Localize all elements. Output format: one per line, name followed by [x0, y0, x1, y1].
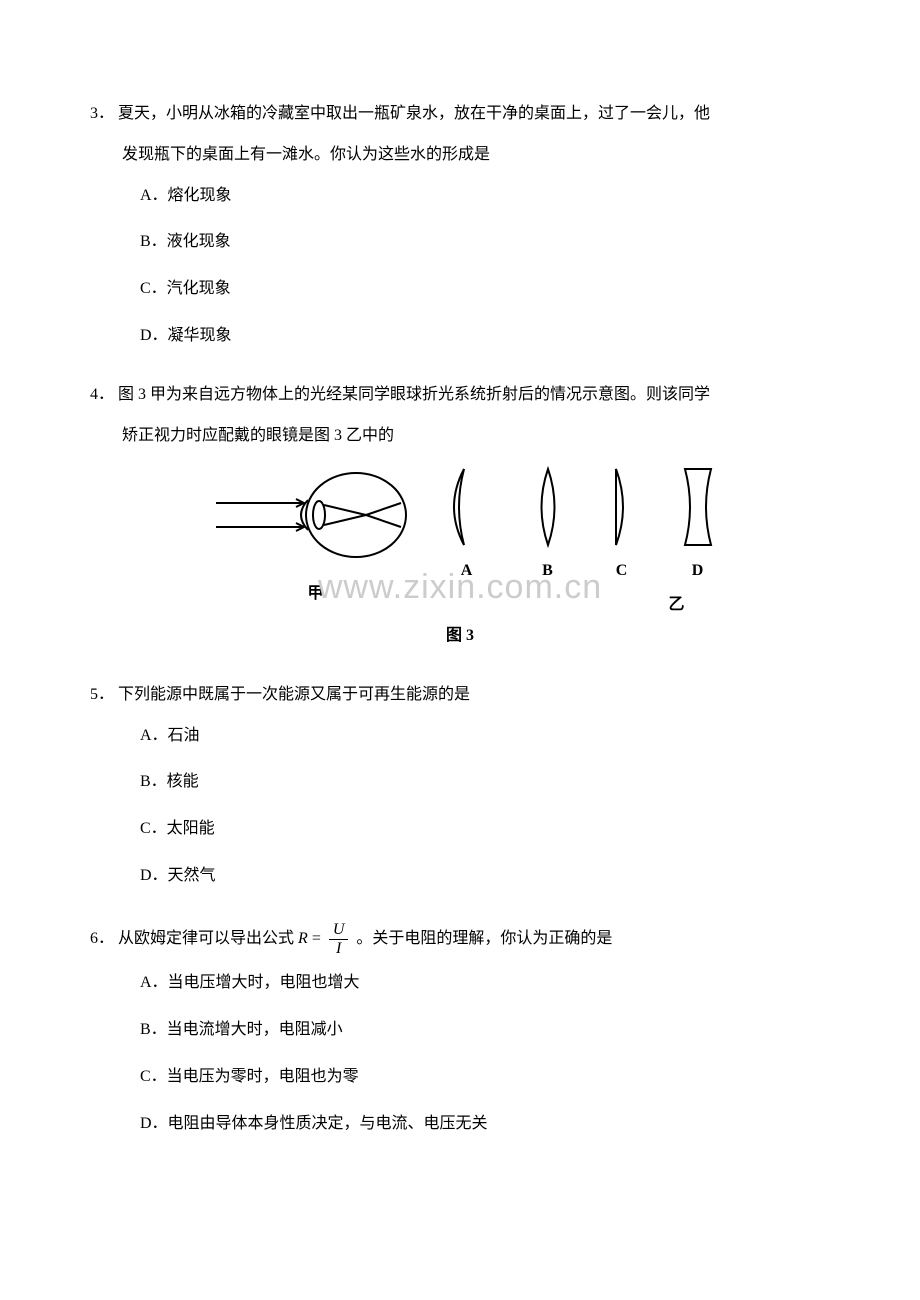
eye-diagram-block: 甲: [206, 465, 426, 609]
lens-c: C: [608, 465, 636, 586]
label-jia: 甲: [307, 580, 323, 609]
q6-option-c: C．当电压为零时，电阻也为零: [140, 1063, 830, 1092]
q6-stem-pre: 从欧姆定律可以导出公式: [118, 930, 294, 947]
q3-option-a: A．熔化现象: [140, 182, 830, 211]
label-yi: 乙: [668, 591, 684, 620]
q5-options: A．石油 B．核能 C．太阳能 D．天然气: [90, 722, 830, 891]
formula-eq: =: [312, 930, 321, 947]
q6-formula: R = U I: [298, 930, 356, 947]
lens-b-icon: [533, 465, 563, 549]
q3-option-c: C．汽化现象: [140, 275, 830, 304]
formula-numerator: U: [329, 921, 349, 940]
q6-stem-post: 。关于电阻的理解，你认为正确的是: [356, 930, 612, 947]
lens-a-icon: [446, 465, 488, 549]
formula-denominator: I: [329, 940, 349, 958]
figure-3-label: 图 3: [90, 622, 830, 651]
question-5: 5． 下列能源中既属于一次能源又属于可再生能源的是 A．石油 B．核能 C．太阳…: [90, 681, 830, 891]
q3-text-line2: 发现瓶下的桌面上有一滩水。你认为这些水的形成是: [90, 141, 830, 170]
q3-text-line1: 夏天，小明从冰箱的冷藏室中取出一瓶矿泉水，放在干净的桌面上，过了一会儿，他: [118, 100, 830, 129]
question-6: 6． 从欧姆定律可以导出公式 R = U I 。关于电阻的理解，你认为正确的是 …: [90, 921, 830, 1139]
lens-a-label: A: [461, 557, 473, 586]
lens-b: B: [533, 465, 563, 586]
lens-options-block: A B: [446, 465, 715, 620]
q5-number: 5．: [90, 681, 114, 710]
q5-option-c: C．太阳能: [140, 815, 830, 844]
question-4: 4． 图 3 甲为来自远方物体上的光经某同学眼球折光系统折射后的情况示意图。则该…: [90, 381, 830, 651]
q4-text-line1: 图 3 甲为来自远方物体上的光经某同学眼球折光系统折射后的情况示意图。则该同学: [118, 381, 830, 410]
q3-option-b: B．液化现象: [140, 228, 830, 257]
lens-b-label: B: [542, 557, 553, 586]
q4-text-line2: 矫正视力时应配戴的眼镜是图 3 乙中的: [90, 422, 830, 451]
formula-lhs: R: [298, 930, 308, 947]
q6-option-a: A．当电压增大时，电阻也增大: [140, 969, 830, 998]
q4-diagram-container: www.zixin.com.cn: [90, 465, 830, 620]
q5-option-d: D．天然气: [140, 862, 830, 891]
q6-option-d: D．电阻由导体本身性质决定，与电流、电压无关: [140, 1110, 830, 1139]
q4-stem: 4． 图 3 甲为来自远方物体上的光经某同学眼球折光系统折射后的情况示意图。则该…: [90, 381, 830, 410]
lens-a: A: [446, 465, 488, 586]
q5-option-b: B．核能: [140, 768, 830, 797]
q3-option-d: D．凝华现象: [140, 322, 830, 351]
lens-row: A B: [446, 465, 715, 586]
q4-number: 4．: [90, 381, 114, 410]
q6-number: 6．: [90, 921, 114, 957]
question-3: 3． 夏天，小明从冰箱的冷藏室中取出一瓶矿泉水，放在干净的桌面上，过了一会儿，他…: [90, 100, 830, 351]
q6-options: A．当电压增大时，电阻也增大 B．当电流增大时，电阻减小 C．当电压为零时，电阻…: [90, 969, 830, 1138]
q5-option-a: A．石油: [140, 722, 830, 751]
q5-stem: 5． 下列能源中既属于一次能源又属于可再生能源的是: [90, 681, 830, 710]
formula-fraction: U I: [329, 921, 349, 957]
lens-d-label: D: [692, 557, 704, 586]
lens-c-label: C: [616, 557, 628, 586]
q3-stem: 3． 夏天，小明从冰箱的冷藏室中取出一瓶矿泉水，放在干净的桌面上，过了一会儿，他: [90, 100, 830, 129]
lens-c-icon: [608, 465, 636, 549]
q6-option-b: B．当电流增大时，电阻减小: [140, 1016, 830, 1045]
q3-options: A．熔化现象 B．液化现象 C．汽化现象 D．凝华现象: [90, 182, 830, 351]
lens-d: D: [681, 465, 715, 586]
q5-text: 下列能源中既属于一次能源又属于可再生能源的是: [118, 681, 830, 710]
q3-number: 3．: [90, 100, 114, 129]
lens-d-icon: [681, 465, 715, 549]
eye-diagram-icon: [206, 465, 426, 575]
q6-text: 从欧姆定律可以导出公式 R = U I 。关于电阻的理解，你认为正确的是: [118, 921, 830, 957]
q6-stem: 6． 从欧姆定律可以导出公式 R = U I 。关于电阻的理解，你认为正确的是: [90, 921, 830, 957]
